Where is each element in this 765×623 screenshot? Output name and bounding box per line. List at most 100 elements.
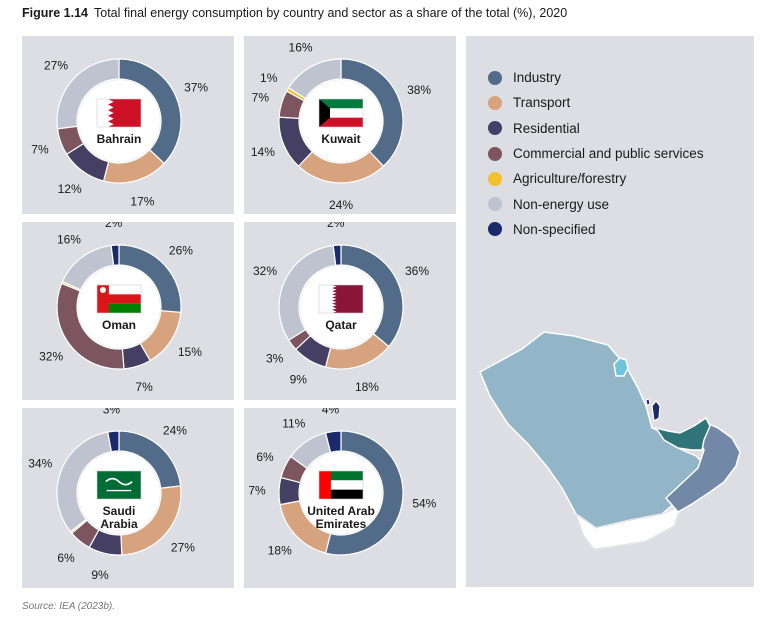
slice-label: 16% [57, 233, 81, 247]
slice-label: 18% [355, 380, 379, 394]
country-name: Saudi [103, 504, 136, 518]
legend-swatch [488, 146, 502, 161]
map-bahrain [645, 398, 651, 406]
slice-label: 34% [28, 457, 52, 471]
legend: Industry Transport Residential Commercia… [488, 65, 704, 242]
donut-slice-non-specified [107, 430, 120, 453]
legend-swatch [488, 197, 502, 212]
slice-label: 32% [253, 264, 277, 278]
slice-label: 9% [290, 372, 308, 386]
slice-label: 6% [256, 450, 274, 464]
slice-label: 3% [103, 408, 121, 416]
slice-label: 17% [130, 195, 154, 209]
slice-label: 18% [268, 544, 292, 558]
map-yemen-outline [574, 505, 682, 550]
country-name: Kuwait [321, 132, 360, 146]
slice-label: 26% [169, 243, 193, 257]
slice-label: 27% [44, 58, 68, 72]
donut-panel-qatar: 36% 18% 9% 3% 32% 2% Qatar [244, 222, 456, 400]
legend-swatch [488, 171, 502, 186]
donut-panel-kuwait: 38% 24% 14% 7% 1% 16% Kuwait [244, 36, 456, 214]
donut-slice-industry [324, 430, 404, 556]
donut-panel-uae: 54% 18% 7% 6% 11% 4% United Arab Emirates [244, 408, 456, 588]
donut-slice-non-energy-use [287, 58, 342, 100]
slice-label: 54% [412, 497, 436, 511]
slice-label: 4% [322, 408, 340, 417]
donut-chart: 26% 15% 7% 32% 16% 2% Oman [39, 222, 202, 394]
country-name: Arabia [100, 517, 138, 531]
country-name: Oman [102, 318, 136, 332]
donut-slice-non-specified [332, 244, 342, 267]
flag-saudi [96, 470, 142, 500]
legend-label: Industry [513, 70, 562, 86]
legend-label: Transport [513, 95, 571, 111]
slice-label: 1% [260, 71, 278, 85]
country-name: Qatar [325, 318, 357, 332]
slice-label: 7% [248, 483, 266, 497]
flag-kuwait [318, 98, 364, 128]
slice-label: 7% [31, 142, 49, 156]
donut-chart: 36% 18% 9% 3% 32% 2% Qatar [253, 222, 429, 394]
slice-label: 14% [251, 145, 275, 159]
legend-swatch [488, 222, 502, 237]
figure-title: Figure 1.14 Total final energy consumptio… [22, 6, 567, 20]
slice-label: 27% [171, 540, 195, 554]
legend-item-residential: Residential [488, 116, 704, 141]
country-name: Bahrain [97, 132, 142, 146]
legend-panel: Industry Transport Residential Commercia… [466, 36, 754, 587]
map-qatar [651, 400, 661, 422]
slice-label: 24% [163, 423, 187, 437]
slice-label: 38% [407, 83, 431, 97]
legend-label: Agriculture/forestry [513, 171, 627, 187]
legend-item-commercial: Commercial and public services [488, 141, 704, 166]
slice-label: 12% [58, 182, 82, 196]
legend-item-non-energy: Non-energy use [488, 191, 704, 216]
donut-slice-non-specified [324, 430, 342, 454]
legend-swatch [488, 95, 502, 110]
donut-chart: 37% 17% 12% 7% 27% Bahrain [31, 58, 208, 209]
slice-label: 6% [57, 551, 75, 565]
legend-swatch [488, 70, 502, 85]
slice-label: 16% [289, 40, 313, 54]
slice-label: 36% [405, 264, 429, 278]
slice-label: 37% [184, 81, 208, 95]
legend-item-agriculture: Agriculture/forestry [488, 166, 704, 191]
flag-qatar [318, 284, 364, 314]
slice-label: 7% [135, 380, 153, 394]
donut-panel-oman: 26% 15% 7% 32% 16% 2% Oman [22, 222, 234, 400]
donut-chart: 38% 24% 14% 7% 1% 16% Kuwait [251, 40, 432, 212]
donut-panel-saudi-arabia: 24% 27% 9% 6% 34% 3% Saudi Arabia [22, 408, 234, 588]
legend-label: Non-energy use [513, 196, 610, 212]
slice-label: 7% [252, 91, 270, 105]
flag-oman [96, 284, 142, 314]
flag-bahrain [96, 98, 142, 128]
slice-label: 24% [329, 198, 353, 212]
map-kuwait [613, 357, 629, 377]
legend-label: Commercial and public services [513, 146, 704, 162]
legend-label: Non-specified [513, 221, 596, 237]
country-name: United Arab [307, 504, 375, 518]
legend-label: Residential [513, 120, 580, 136]
slice-label: 15% [178, 345, 202, 359]
slice-label: 11% [282, 417, 305, 431]
source-note: Source: IEA (2023b). [22, 601, 116, 612]
slice-label: 3% [266, 351, 284, 365]
legend-item-industry: Industry [488, 65, 704, 90]
country-name: Emirates [316, 517, 367, 531]
legend-item-non-specified: Non-specified [488, 217, 704, 242]
gcc-region-map [479, 331, 741, 550]
slice-label: 9% [91, 568, 109, 582]
flag-uae [318, 470, 364, 500]
map-uae [654, 416, 711, 451]
slice-label: 2% [105, 222, 123, 230]
figure-caption: Total final energy consumption by countr… [94, 6, 568, 20]
legend-swatch [488, 121, 502, 136]
figure-number: Figure 1.14 [22, 6, 88, 20]
legend-item-transport: Transport [488, 90, 704, 115]
donut-panel-bahrain: 37% 17% 12% 7% 27% Bahrain [22, 36, 234, 214]
donut-slice-non-specified [110, 244, 120, 267]
slice-label: 32% [39, 349, 63, 363]
donut-slice-non-energy-use [56, 58, 120, 130]
